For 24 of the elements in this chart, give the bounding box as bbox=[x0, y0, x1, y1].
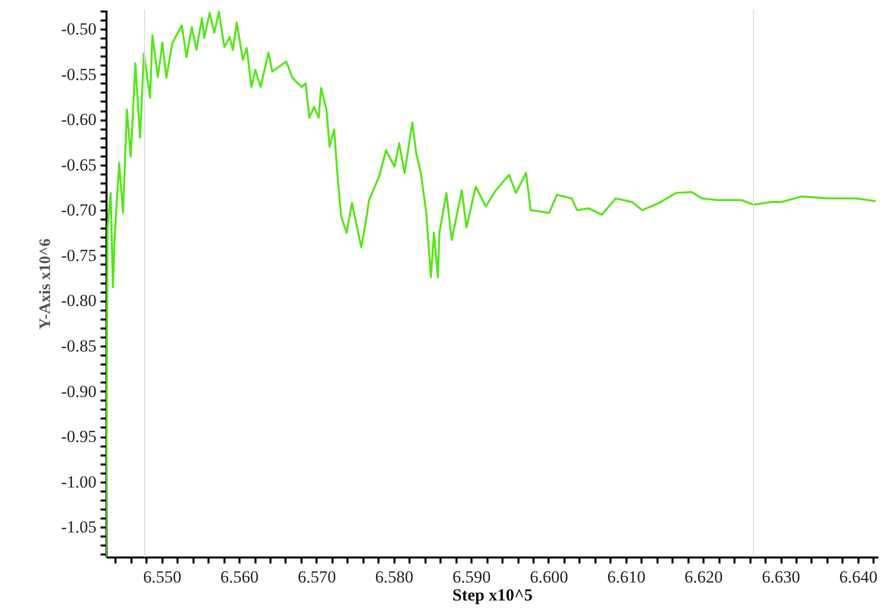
x-tick-label: 6.550 bbox=[143, 568, 182, 586]
y-tick-label: -0.50 bbox=[61, 20, 96, 39]
x-tick-label: 6.620 bbox=[684, 568, 723, 586]
x-tick-label: 6.560 bbox=[220, 568, 259, 586]
x-tick-label: 6.640 bbox=[839, 568, 878, 586]
x-tick-label: 6.630 bbox=[762, 568, 800, 586]
x-tick-label: 6.590 bbox=[452, 568, 491, 586]
y-tick-label: -0.55 bbox=[61, 64, 96, 84]
y-tick-label: -0.95 bbox=[61, 427, 96, 446]
y-tick-label: -0.75 bbox=[61, 246, 96, 265]
y-tick-label: -0.90 bbox=[61, 382, 96, 401]
y-tick-label: -1.05 bbox=[61, 518, 96, 537]
y-tick-label: -0.65 bbox=[61, 155, 96, 174]
x-tick-label: 6.610 bbox=[607, 568, 646, 586]
y-tick-label: -0.60 bbox=[61, 110, 96, 130]
y-tick-label: -0.80 bbox=[61, 291, 96, 310]
y-tick-label: -1.00 bbox=[61, 472, 96, 492]
y-tick-label: -0.70 bbox=[61, 200, 96, 220]
y-axis-title: Y-Axis x10^6 bbox=[37, 238, 54, 330]
x-tick-label: 6.570 bbox=[298, 568, 336, 586]
x-tick-label: 6.600 bbox=[530, 568, 568, 586]
x-tick-label: 6.580 bbox=[375, 568, 414, 586]
x-axis-title: Step x10^5 bbox=[452, 586, 533, 604]
y-tick-label: -0.85 bbox=[61, 336, 96, 356]
